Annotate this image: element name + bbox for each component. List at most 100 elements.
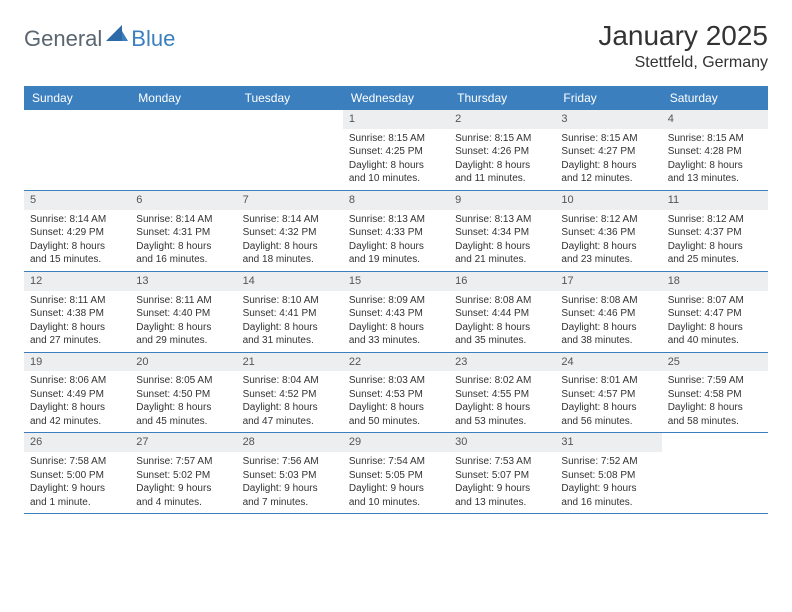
weekday-header: Friday bbox=[555, 86, 661, 110]
daylight-line2: and 27 minutes. bbox=[30, 334, 124, 348]
day-cell: 8Sunrise: 8:13 AMSunset: 4:33 PMDaylight… bbox=[343, 191, 449, 271]
daylight-line2: and 45 minutes. bbox=[136, 415, 230, 429]
day-number: 30 bbox=[449, 433, 555, 452]
daylight-line1: Daylight: 8 hours bbox=[668, 401, 762, 415]
weekday-header: Thursday bbox=[449, 86, 555, 110]
sunrise-text: Sunrise: 8:11 AM bbox=[30, 294, 124, 308]
daylight-line2: and 53 minutes. bbox=[455, 415, 549, 429]
daylight-line1: Daylight: 9 hours bbox=[561, 482, 655, 496]
day-number: 15 bbox=[343, 272, 449, 291]
day-content: Sunrise: 8:15 AMSunset: 4:28 PMDaylight:… bbox=[662, 129, 768, 190]
daylight-line2: and 10 minutes. bbox=[349, 496, 443, 510]
day-cell: 31Sunrise: 7:52 AMSunset: 5:08 PMDayligh… bbox=[555, 433, 661, 513]
daylight-line2: and 7 minutes. bbox=[243, 496, 337, 510]
month-title: January 2025 bbox=[598, 20, 768, 52]
sunrise-text: Sunrise: 8:15 AM bbox=[561, 132, 655, 146]
empty-day-cell bbox=[130, 110, 236, 190]
week-row: 1Sunrise: 8:15 AMSunset: 4:25 PMDaylight… bbox=[24, 110, 768, 191]
day-content: Sunrise: 8:01 AMSunset: 4:57 PMDaylight:… bbox=[555, 371, 661, 432]
daylight-line2: and 38 minutes. bbox=[561, 334, 655, 348]
day-content: Sunrise: 8:10 AMSunset: 4:41 PMDaylight:… bbox=[237, 291, 343, 352]
sunrise-text: Sunrise: 8:15 AM bbox=[455, 132, 549, 146]
day-content: Sunrise: 7:57 AMSunset: 5:02 PMDaylight:… bbox=[130, 452, 236, 513]
day-cell: 27Sunrise: 7:57 AMSunset: 5:02 PMDayligh… bbox=[130, 433, 236, 513]
day-number: 21 bbox=[237, 353, 343, 372]
sunrise-text: Sunrise: 8:15 AM bbox=[349, 132, 443, 146]
day-number: 29 bbox=[343, 433, 449, 452]
title-block: January 2025 Stettfeld, Germany bbox=[598, 20, 768, 72]
sunset-text: Sunset: 4:38 PM bbox=[30, 307, 124, 321]
day-number: 2 bbox=[449, 110, 555, 129]
day-number: 3 bbox=[555, 110, 661, 129]
day-cell: 21Sunrise: 8:04 AMSunset: 4:52 PMDayligh… bbox=[237, 353, 343, 433]
day-number: 20 bbox=[130, 353, 236, 372]
logo-triangle-icon bbox=[106, 25, 128, 41]
sunset-text: Sunset: 4:57 PM bbox=[561, 388, 655, 402]
day-number: 6 bbox=[130, 191, 236, 210]
day-cell: 19Sunrise: 8:06 AMSunset: 4:49 PMDayligh… bbox=[24, 353, 130, 433]
sunrise-text: Sunrise: 8:08 AM bbox=[561, 294, 655, 308]
daylight-line1: Daylight: 9 hours bbox=[30, 482, 124, 496]
day-cell: 3Sunrise: 8:15 AMSunset: 4:27 PMDaylight… bbox=[555, 110, 661, 190]
daylight-line1: Daylight: 9 hours bbox=[136, 482, 230, 496]
daylight-line1: Daylight: 8 hours bbox=[243, 240, 337, 254]
day-content: Sunrise: 8:07 AMSunset: 4:47 PMDaylight:… bbox=[662, 291, 768, 352]
daylight-line1: Daylight: 8 hours bbox=[668, 321, 762, 335]
sunrise-text: Sunrise: 8:07 AM bbox=[668, 294, 762, 308]
day-content: Sunrise: 8:04 AMSunset: 4:52 PMDaylight:… bbox=[237, 371, 343, 432]
sunset-text: Sunset: 4:28 PM bbox=[668, 145, 762, 159]
sunset-text: Sunset: 4:33 PM bbox=[349, 226, 443, 240]
daylight-line1: Daylight: 8 hours bbox=[349, 321, 443, 335]
day-cell: 13Sunrise: 8:11 AMSunset: 4:40 PMDayligh… bbox=[130, 272, 236, 352]
sunrise-text: Sunrise: 7:56 AM bbox=[243, 455, 337, 469]
daylight-line1: Daylight: 9 hours bbox=[349, 482, 443, 496]
sunset-text: Sunset: 5:05 PM bbox=[349, 469, 443, 483]
day-number: 4 bbox=[662, 110, 768, 129]
daylight-line2: and 13 minutes. bbox=[668, 172, 762, 186]
sunrise-text: Sunrise: 7:53 AM bbox=[455, 455, 549, 469]
day-content: Sunrise: 8:14 AMSunset: 4:29 PMDaylight:… bbox=[24, 210, 130, 271]
daylight-line2: and 35 minutes. bbox=[455, 334, 549, 348]
daylight-line1: Daylight: 8 hours bbox=[455, 401, 549, 415]
day-cell: 15Sunrise: 8:09 AMSunset: 4:43 PMDayligh… bbox=[343, 272, 449, 352]
week-row: 12Sunrise: 8:11 AMSunset: 4:38 PMDayligh… bbox=[24, 272, 768, 353]
day-content: Sunrise: 8:13 AMSunset: 4:33 PMDaylight:… bbox=[343, 210, 449, 271]
daylight-line1: Daylight: 8 hours bbox=[243, 401, 337, 415]
sunrise-text: Sunrise: 8:09 AM bbox=[349, 294, 443, 308]
day-number: 26 bbox=[24, 433, 130, 452]
sunset-text: Sunset: 4:52 PM bbox=[243, 388, 337, 402]
day-content: Sunrise: 8:06 AMSunset: 4:49 PMDaylight:… bbox=[24, 371, 130, 432]
sunrise-text: Sunrise: 8:08 AM bbox=[455, 294, 549, 308]
sunrise-text: Sunrise: 8:04 AM bbox=[243, 374, 337, 388]
day-number: 23 bbox=[449, 353, 555, 372]
sunset-text: Sunset: 4:46 PM bbox=[561, 307, 655, 321]
day-number: 1 bbox=[343, 110, 449, 129]
daylight-line1: Daylight: 8 hours bbox=[668, 240, 762, 254]
daylight-line2: and 29 minutes. bbox=[136, 334, 230, 348]
day-content: Sunrise: 8:14 AMSunset: 4:31 PMDaylight:… bbox=[130, 210, 236, 271]
day-content: Sunrise: 8:11 AMSunset: 4:40 PMDaylight:… bbox=[130, 291, 236, 352]
day-content: Sunrise: 8:13 AMSunset: 4:34 PMDaylight:… bbox=[449, 210, 555, 271]
sunset-text: Sunset: 4:40 PM bbox=[136, 307, 230, 321]
day-cell: 28Sunrise: 7:56 AMSunset: 5:03 PMDayligh… bbox=[237, 433, 343, 513]
sunrise-text: Sunrise: 8:12 AM bbox=[668, 213, 762, 227]
day-content: Sunrise: 7:58 AMSunset: 5:00 PMDaylight:… bbox=[24, 452, 130, 513]
daylight-line1: Daylight: 8 hours bbox=[349, 159, 443, 173]
sunrise-text: Sunrise: 8:13 AM bbox=[349, 213, 443, 227]
daylight-line1: Daylight: 8 hours bbox=[136, 401, 230, 415]
sunrise-text: Sunrise: 8:10 AM bbox=[243, 294, 337, 308]
day-content: Sunrise: 8:08 AMSunset: 4:46 PMDaylight:… bbox=[555, 291, 661, 352]
day-number: 24 bbox=[555, 353, 661, 372]
sunset-text: Sunset: 4:36 PM bbox=[561, 226, 655, 240]
day-cell: 17Sunrise: 8:08 AMSunset: 4:46 PMDayligh… bbox=[555, 272, 661, 352]
daylight-line2: and 56 minutes. bbox=[561, 415, 655, 429]
day-cell: 4Sunrise: 8:15 AMSunset: 4:28 PMDaylight… bbox=[662, 110, 768, 190]
sunset-text: Sunset: 4:31 PM bbox=[136, 226, 230, 240]
day-cell: 10Sunrise: 8:12 AMSunset: 4:36 PMDayligh… bbox=[555, 191, 661, 271]
day-content: Sunrise: 8:02 AMSunset: 4:55 PMDaylight:… bbox=[449, 371, 555, 432]
daylight-line2: and 33 minutes. bbox=[349, 334, 443, 348]
day-cell: 5Sunrise: 8:14 AMSunset: 4:29 PMDaylight… bbox=[24, 191, 130, 271]
day-content: Sunrise: 7:52 AMSunset: 5:08 PMDaylight:… bbox=[555, 452, 661, 513]
daylight-line2: and 4 minutes. bbox=[136, 496, 230, 510]
daylight-line2: and 11 minutes. bbox=[455, 172, 549, 186]
